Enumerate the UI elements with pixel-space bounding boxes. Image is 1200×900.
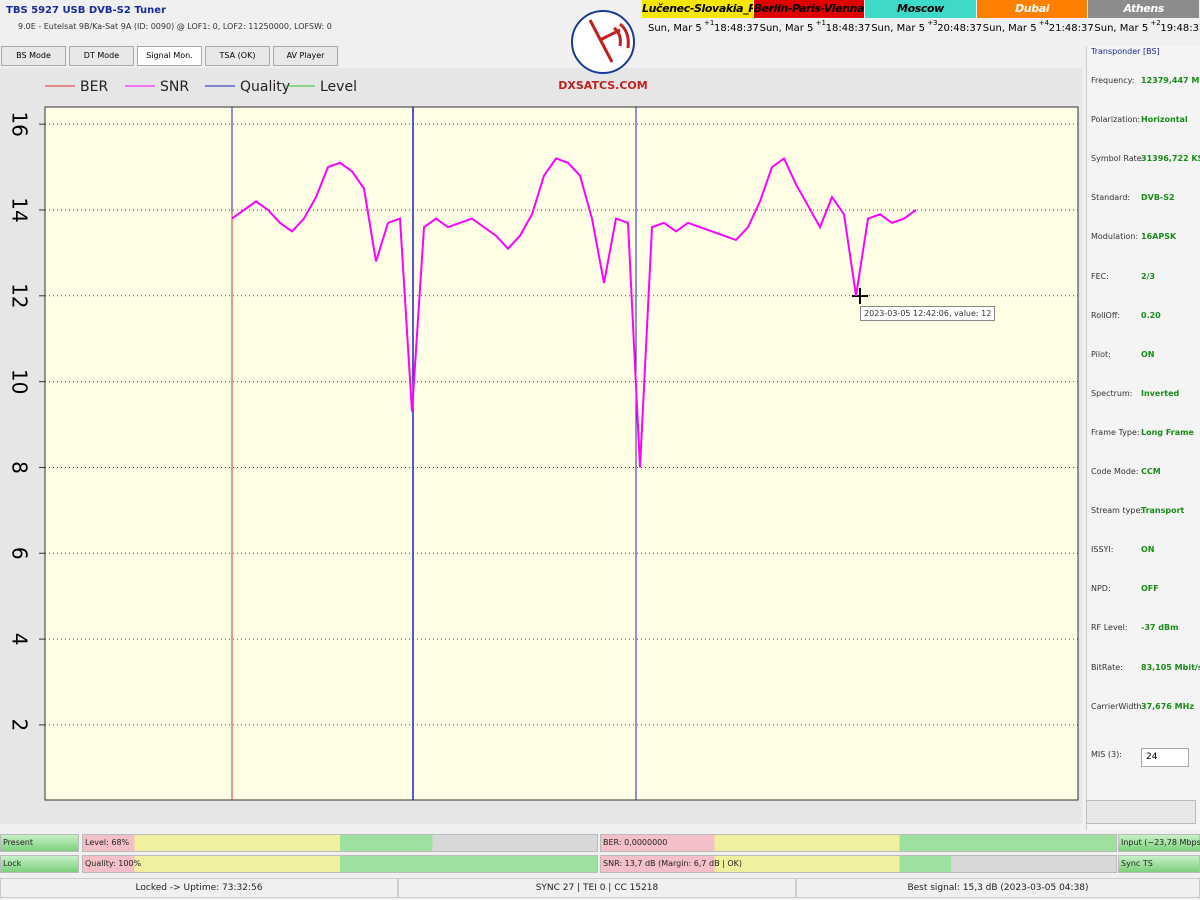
field-value: CCM [1141,467,1161,476]
clock-date: Sun, Mar 5 [871,23,925,34]
legend-label: BER [80,79,108,95]
clock-offset: +3 [927,19,938,27]
status-bar: Level: 68% [82,834,598,852]
clock-city: Athens [1088,0,1199,18]
logo-dish [588,19,630,63]
footer-cell: Best signal: 15,3 dB (2023-03-05 04:38) [796,878,1200,898]
clock-time: 18:48:37 [825,23,871,34]
clock-time: 18:48:37 [714,23,759,34]
clock-date: Sun, Mar 5 [759,23,814,34]
clock-time: 21:48:37 [1048,23,1094,34]
field-value: Long Frame [1141,427,1194,437]
tab[interactable]: AV Player [273,46,338,66]
field-label: Standard: [1091,193,1131,203]
footer-cell: SYNC 27 | TEI 0 | CC 15218 [398,878,796,898]
mis-label: MIS (3): [1091,750,1122,759]
y-tick-label: 16 [7,111,31,136]
field-label: RollOff: [1091,310,1121,320]
clock-offset: +1 [815,19,826,27]
clock-time: 19:48:37 [1160,23,1200,34]
app-subtitle: 9.0E - Eutelsat 9B/Ka-Sat 9A (ID: 0090) … [18,22,332,31]
status-bar: Input (~23,78 Mbps) [1118,834,1200,852]
status-bar: Quality: 100% [82,855,598,873]
transponder-panel [1086,46,1200,830]
clock-city: Dubai [976,0,1088,18]
clock-date: Sun, Mar 5 [1094,23,1149,34]
field-value: DVB-S2 [1141,193,1175,203]
status-bar: Present [0,834,79,852]
field-value: ON [1141,545,1155,555]
status-bar: BER: 0,0000000 [600,834,1117,852]
status-bar: Lock [0,855,79,873]
chart-tooltip: 2023-03-05 12:42:06, value: 12 [860,306,996,321]
clock-offset: +2 [1150,19,1161,27]
y-tick-label: 4 [8,633,32,646]
tab[interactable]: Signal Mon. [137,46,202,66]
clock-time: 20:48:37 [937,23,983,34]
field-label: ISSYI: [1091,545,1114,555]
y-tick-label: 14 [8,197,32,222]
field-value: OFF [1141,584,1159,594]
field-label: Frame Type: [1091,427,1140,437]
field-value: ON [1141,349,1155,359]
app-title: TBS 5927 USB DVB-S2 Tuner [6,5,166,16]
legend-label: Quality [240,79,290,95]
clock-city: Lučenec-Slovakia_R.Dávid [642,0,753,18]
field-value: 16APSK [1141,232,1177,242]
logo-text: DXSATCS.COM [558,79,647,92]
field-label: RF Level: [1091,623,1128,633]
snr-line [231,156,917,468]
tab[interactable]: DT Mode [69,46,134,66]
field-label: Polarization: [1091,115,1141,125]
mis-select[interactable]: 24 [1141,748,1189,767]
panel-button[interactable] [1086,800,1196,824]
clock-offset: +1 [704,19,715,27]
clock-city: Berlin-Paris-Vienna-Belgrade [753,0,865,18]
field-label: Frequency: [1091,76,1135,85]
clock-date: Sun, Mar 5 [648,23,702,34]
y-tick-label: 6 [8,547,32,560]
field-label: Pilot: [1091,349,1111,359]
y-tick-label: 10 [8,369,32,394]
status-bar: SNR: 13,7 dB (Margin: 6,7 dB | OK) [600,855,1117,873]
footer-cell: Locked -> Uptime: 73:32:56 [0,878,398,898]
legend-label: Level [320,79,357,95]
field-value: 83,105 Mbit/s [1141,662,1200,672]
tab[interactable]: TSA (OK) [205,46,270,66]
field-label: CarrierWidth: [1091,701,1145,711]
field-value: Inverted [1141,388,1180,398]
field-value: 2/3 [1141,271,1156,281]
field-label: Stream type: [1091,506,1144,516]
field-label: FEC: [1091,271,1109,281]
legend-label: SNR [160,79,189,95]
field-label: NPD: [1091,584,1111,594]
field-label: Spectrum: [1091,388,1133,398]
plot-area [44,106,1079,801]
field-label: BitRate: [1091,662,1123,672]
y-tick-label: 8 [8,461,32,474]
clock-city: Moscow [865,0,976,18]
field-value: 12379,447 MHz [1141,76,1200,85]
field-value: 37,676 MHz [1141,701,1194,711]
field-label: Code Mode: [1091,467,1139,476]
clock-date: Sun, Mar 5 [982,23,1037,34]
transponder-title: Transponder [BS] [1091,47,1160,56]
field-value: 0.20 [1141,310,1161,320]
tab[interactable]: BS Mode [1,46,66,66]
field-value: -37 dBm [1141,623,1179,633]
field-value: Horizontal [1141,115,1188,125]
field-label: Modulation: [1091,232,1139,242]
status-bar: Sync TS [1118,855,1200,873]
field-value: 31396,722 KS/s [1141,154,1200,164]
y-tick-label: 2 [8,719,32,732]
clock-offset: +4 [1038,19,1050,27]
field-value: Transport [1141,506,1185,516]
y-tick-label: 12 [8,283,32,308]
field-label: Symbol Rate: [1091,154,1145,164]
